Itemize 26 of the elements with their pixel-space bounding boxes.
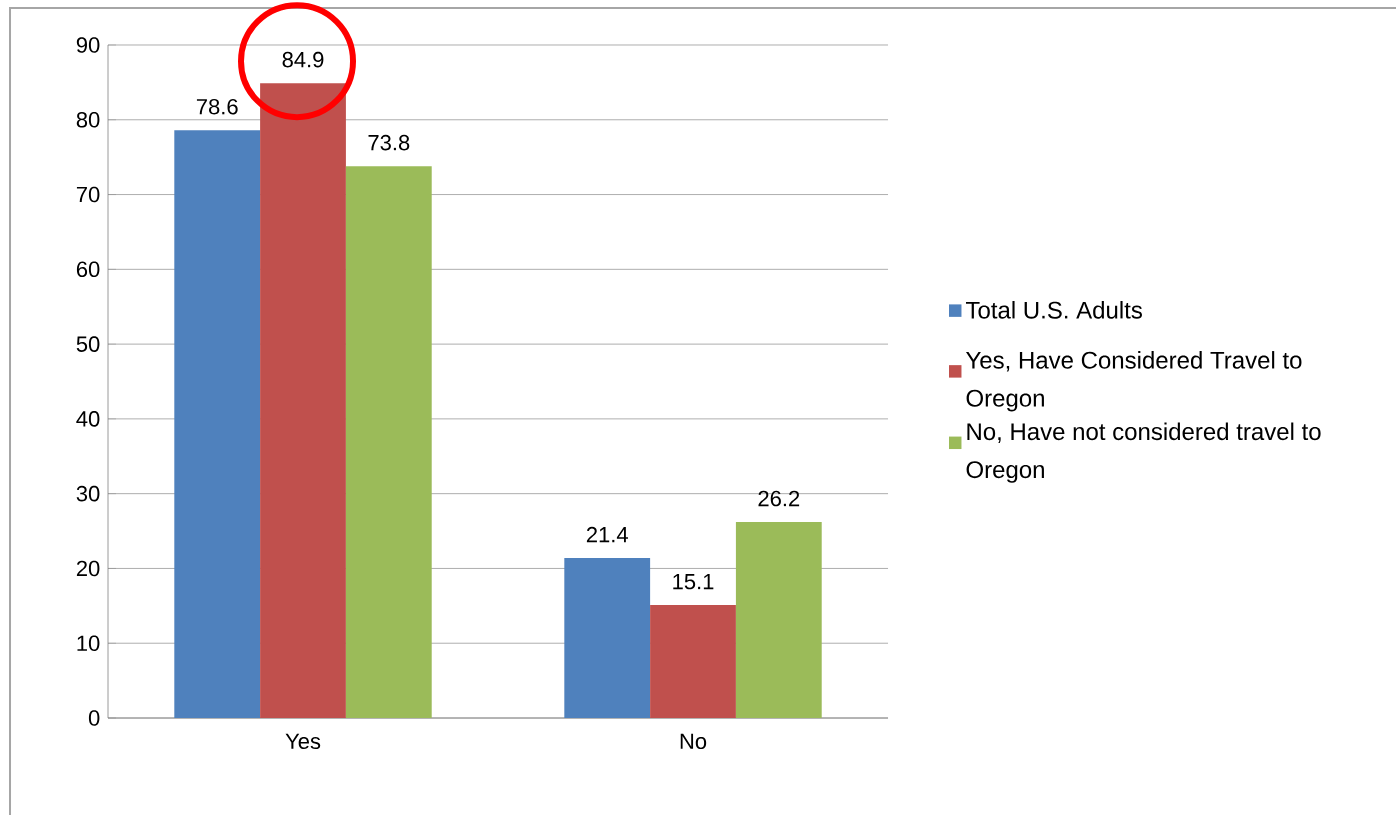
y-tick-label: 0 <box>88 710 100 726</box>
legend-label: No, Have not considered travel to Oregon <box>966 422 1321 483</box>
data-label: 78.6 <box>196 98 238 115</box>
y-tick-label: 40 <box>76 411 100 427</box>
bar <box>735 522 822 718</box>
bar <box>564 557 651 718</box>
y-tick-label: 30 <box>76 485 100 502</box>
legend-label: Yes, Have Considered Travel to Oregon <box>965 351 1302 412</box>
bar <box>650 605 736 718</box>
data-label: 84.9 <box>282 51 324 68</box>
legend-label: Total U.S. Adults <box>965 301 1142 319</box>
data-label: 73.8 <box>368 134 410 151</box>
data-label: 15.1 <box>673 574 714 590</box>
y-tick-label: 20 <box>76 560 100 577</box>
y-tick-label: 90 <box>76 37 100 53</box>
y-tick-label: 70 <box>76 186 100 203</box>
y-tick-label: 80 <box>76 111 100 128</box>
x-tick-label: No <box>680 733 707 750</box>
data-label: 26.2 <box>758 490 800 507</box>
data-label: 21.4 <box>586 526 628 543</box>
bar <box>345 166 432 718</box>
y-tick-label: 50 <box>76 336 100 352</box>
y-tick-label: 10 <box>77 635 100 652</box>
x-tick-label: Yes <box>285 733 321 750</box>
bar <box>174 130 261 718</box>
y-tick-label: 60 <box>76 261 100 278</box>
